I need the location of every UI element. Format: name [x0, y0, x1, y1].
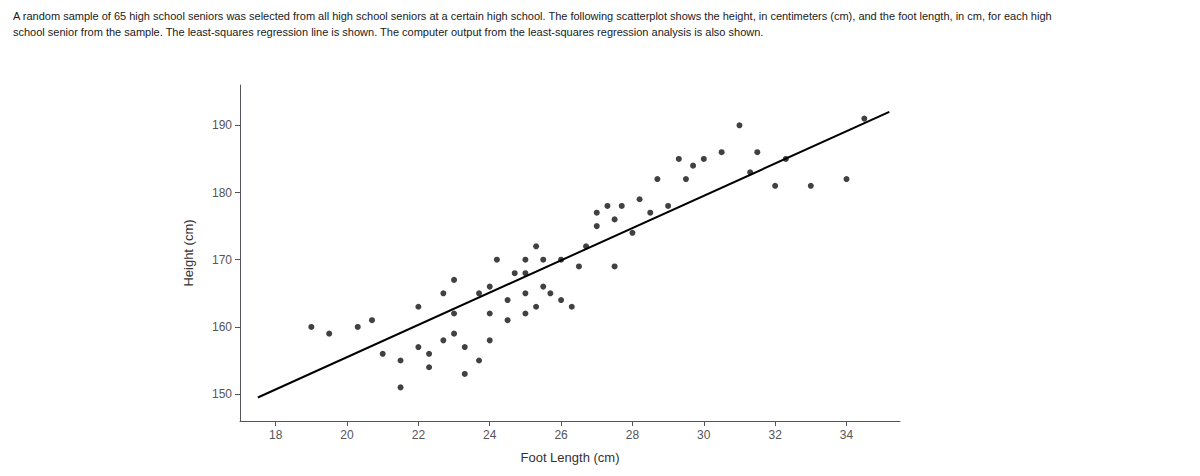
- svg-text:18: 18: [269, 428, 283, 442]
- svg-text:30: 30: [697, 428, 711, 442]
- svg-text:160: 160: [212, 320, 232, 334]
- svg-text:180: 180: [212, 186, 232, 200]
- svg-text:A random sample of 65 high sch: A random sample of 65 high school senior…: [13, 10, 1052, 22]
- svg-text:32: 32: [768, 428, 782, 442]
- svg-text:Foot Length (cm): Foot Length (cm): [521, 450, 620, 465]
- svg-text:26: 26: [554, 428, 568, 442]
- svg-text:school senior from the sample.: school senior from the sample. The least…: [13, 26, 763, 38]
- svg-text:190: 190: [212, 118, 232, 132]
- svg-text:150: 150: [212, 387, 232, 401]
- svg-text:34: 34: [840, 428, 854, 442]
- svg-text:170: 170: [212, 253, 232, 267]
- svg-text:28: 28: [626, 428, 640, 442]
- svg-text:20: 20: [340, 428, 354, 442]
- svg-text:22: 22: [412, 428, 426, 442]
- svg-text:Height (cm): Height (cm): [181, 219, 196, 286]
- svg-text:24: 24: [483, 428, 497, 442]
